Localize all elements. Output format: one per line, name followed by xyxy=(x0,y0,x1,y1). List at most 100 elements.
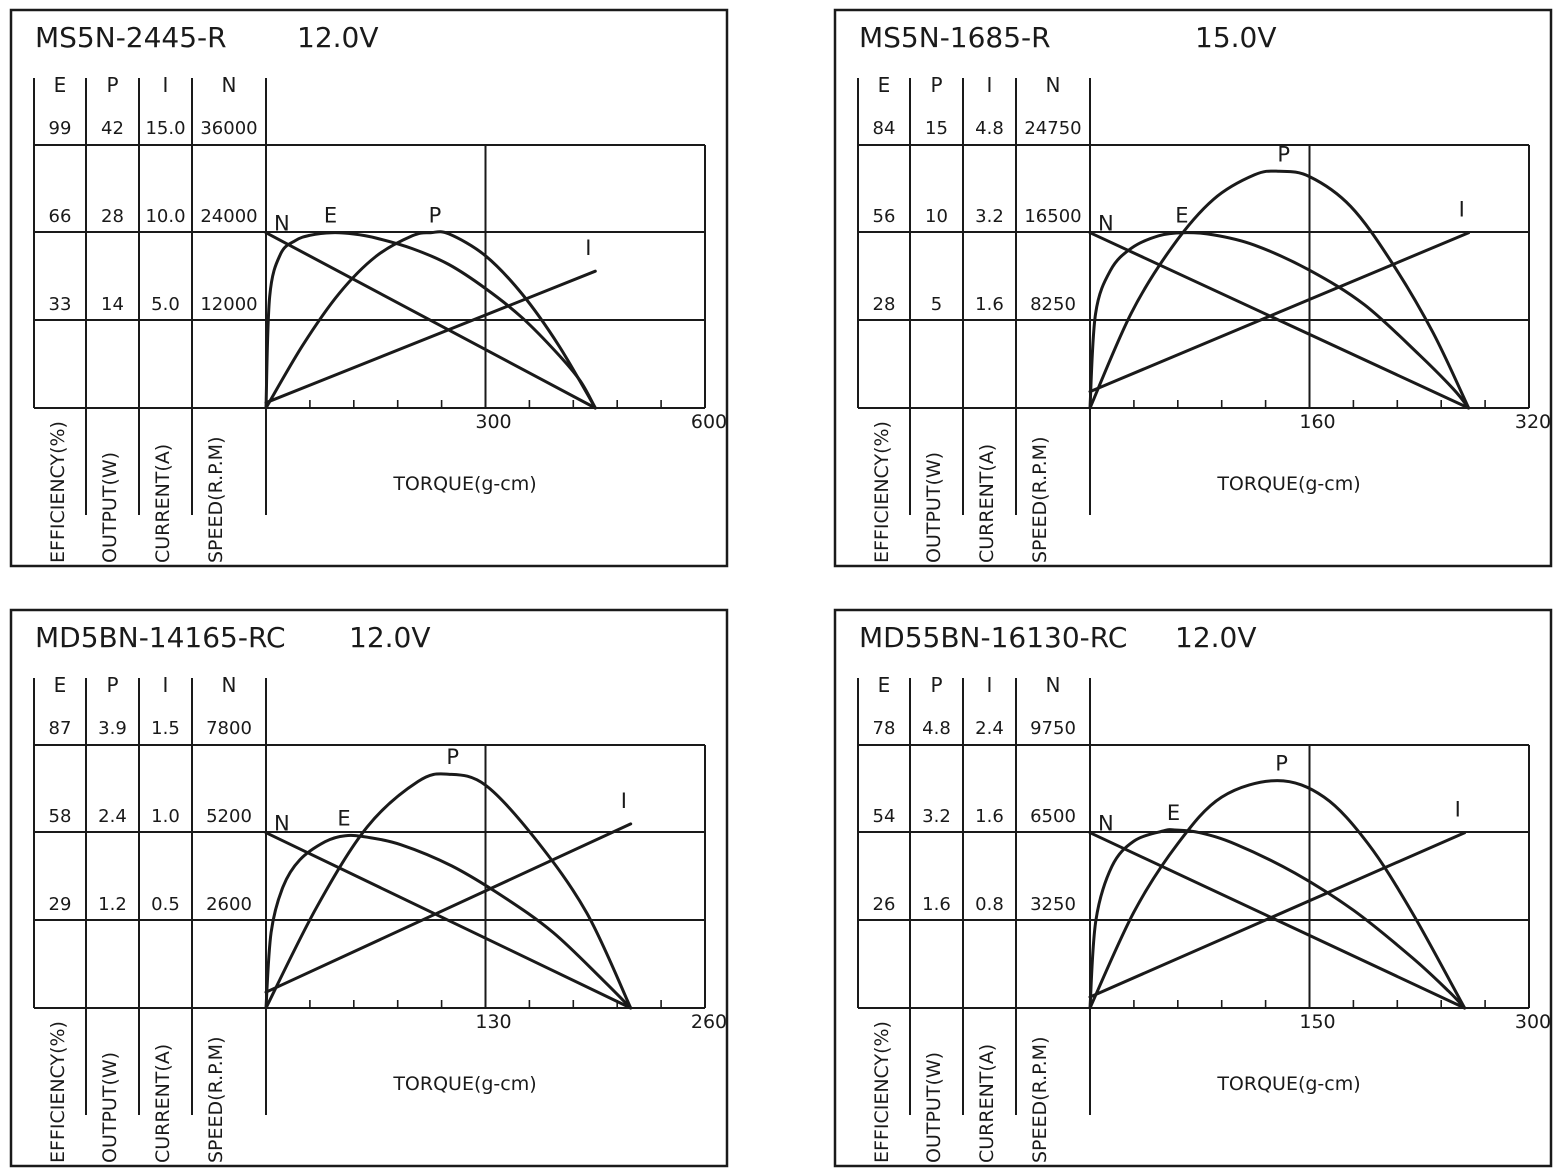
y-tick-label: 54 xyxy=(873,806,896,827)
chart-title: MD5BN-14165-RC xyxy=(35,621,286,654)
column-header: I xyxy=(163,673,169,697)
x-tick-label: 600 xyxy=(691,411,727,433)
column-header: N xyxy=(1046,73,1061,97)
series-N-curve xyxy=(1088,831,1467,1010)
y-tick-label: 6500 xyxy=(1030,806,1076,827)
series-P-curve xyxy=(1088,169,1471,410)
y-tick-label: 9750 xyxy=(1030,718,1076,739)
series-I-curve xyxy=(264,269,597,405)
x-axis-label: TORQUE(g-cm) xyxy=(1216,1073,1360,1095)
series-E-label: E xyxy=(1167,801,1180,825)
series-E-label: E xyxy=(1175,204,1188,228)
y-axis-label: OUTPUT(W) xyxy=(99,1052,121,1163)
y-tick-label: 1.0 xyxy=(151,806,180,827)
column-header: N xyxy=(222,73,237,97)
y-tick-label: 14 xyxy=(101,294,124,315)
y-axis-label: SPEED(R.P.M) xyxy=(1029,437,1051,563)
y-axis-label: OUTPUT(W) xyxy=(923,452,945,563)
column-header: I xyxy=(987,673,993,697)
column-header: N xyxy=(222,673,237,697)
y-axis-label: SPEED(R.P.M) xyxy=(205,437,227,563)
y-tick-label: 33 xyxy=(49,294,72,315)
chart-title: MS5N-1685-R xyxy=(859,21,1051,54)
y-axis-label: OUTPUT(W) xyxy=(99,452,121,563)
panel-frame xyxy=(833,608,1553,1168)
x-axis-label: TORQUE(g-cm) xyxy=(392,473,536,495)
y-tick-label: 7800 xyxy=(206,718,252,739)
y-axis-label: EFFICIENCY(%) xyxy=(47,1021,69,1163)
column-header: I xyxy=(163,73,169,97)
chart-title: MS5N-2445-R xyxy=(35,21,227,54)
series-E-label: E xyxy=(324,204,337,228)
series-I-label: I xyxy=(1459,198,1465,222)
y-tick-label: 36000 xyxy=(200,118,257,139)
y-tick-label: 87 xyxy=(49,718,72,739)
y-axis-label: CURRENT(A) xyxy=(976,444,998,563)
series-I-label: I xyxy=(585,236,591,260)
x-tick-label: 150 xyxy=(1299,1011,1335,1033)
y-tick-label: 24750 xyxy=(1024,118,1081,139)
y-tick-label: 3.9 xyxy=(98,718,127,739)
y-tick-label: 16500 xyxy=(1024,206,1081,227)
x-tick-label: 320 xyxy=(1515,411,1551,433)
y-tick-label: 99 xyxy=(49,118,72,139)
x-tick-label: 160 xyxy=(1299,411,1335,433)
y-tick-label: 4.8 xyxy=(975,118,1004,139)
column-header: E xyxy=(878,673,891,697)
y-axis-label: CURRENT(A) xyxy=(152,1044,174,1163)
x-axis-label: TORQUE(g-cm) xyxy=(392,1073,536,1095)
series-N-label: N xyxy=(274,812,290,836)
column-header: P xyxy=(106,73,118,97)
y-tick-label: 2.4 xyxy=(975,718,1004,739)
y-axis-label: EFFICIENCY(%) xyxy=(47,421,69,563)
panel-frame xyxy=(833,8,1553,568)
y-tick-label: 66 xyxy=(49,206,72,227)
y-tick-label: 5 xyxy=(931,294,942,315)
y-tick-label: 84 xyxy=(873,118,896,139)
y-tick-label: 58 xyxy=(49,806,72,827)
y-tick-label: 8250 xyxy=(1030,294,1076,315)
x-tick-label: 300 xyxy=(475,411,511,433)
chart-voltage: 12.0V xyxy=(1175,621,1257,654)
column-header: I xyxy=(987,73,993,97)
y-tick-label: 24000 xyxy=(200,206,257,227)
y-tick-label: 28 xyxy=(101,206,124,227)
chart-voltage: 15.0V xyxy=(1195,21,1277,54)
y-tick-label: 1.6 xyxy=(975,294,1004,315)
column-header: E xyxy=(54,73,67,97)
y-axis-label: EFFICIENCY(%) xyxy=(871,421,893,563)
y-axis-label: CURRENT(A) xyxy=(976,1044,998,1163)
panel-frame xyxy=(9,8,729,568)
series-E-curve xyxy=(1088,231,1471,410)
y-tick-label: 1.5 xyxy=(151,718,180,739)
series-E-curve xyxy=(264,833,633,1010)
y-tick-label: 0.5 xyxy=(151,894,180,915)
y-tick-label: 78 xyxy=(873,718,896,739)
chart-title: MD55BN-16130-RC xyxy=(859,621,1127,654)
chart-panel: MS5N-2445-R 12.0V E 99 66 33 EFFICIENCY(%) P 42 2… xyxy=(9,8,729,568)
x-tick-label: 300 xyxy=(1515,1011,1551,1033)
y-tick-label: 3250 xyxy=(1030,894,1076,915)
y-tick-label: 15 xyxy=(925,118,948,139)
y-tick-label: 5200 xyxy=(206,806,252,827)
y-axis-label: CURRENT(A) xyxy=(152,444,174,563)
y-axis-label: EFFICIENCY(%) xyxy=(871,1021,893,1163)
y-tick-label: 28 xyxy=(873,294,896,315)
series-P-curve xyxy=(264,772,633,1010)
y-tick-label: 29 xyxy=(49,894,72,915)
x-axis-label: TORQUE(g-cm) xyxy=(1216,473,1360,495)
y-tick-label: 0.8 xyxy=(975,894,1004,915)
chart-panel: MD5BN-14165-RC 12.0V E 87 58 29 EFFICIENCY(%) P… xyxy=(9,608,729,1168)
y-tick-label: 3.2 xyxy=(922,806,951,827)
series-E-curve xyxy=(1088,828,1467,1010)
series-P-label: P xyxy=(1277,142,1290,166)
series-E-curve xyxy=(264,231,597,410)
y-tick-label: 15.0 xyxy=(145,118,185,139)
series-I-curve xyxy=(264,822,633,994)
chart-panel: MS5N-1685-R 15.0V E 84 56 28 EFFICIENCY(%) P 15 1… xyxy=(833,8,1553,568)
series-I-label: I xyxy=(621,789,627,813)
y-tick-label: 3.2 xyxy=(975,206,1004,227)
y-axis-label: SPEED(R.P.M) xyxy=(205,1037,227,1163)
chart-panel: MD55BN-16130-RC 12.0V E 78 54 26 EFFICIENCY(%)… xyxy=(833,608,1553,1168)
y-tick-label: 26 xyxy=(873,894,896,915)
